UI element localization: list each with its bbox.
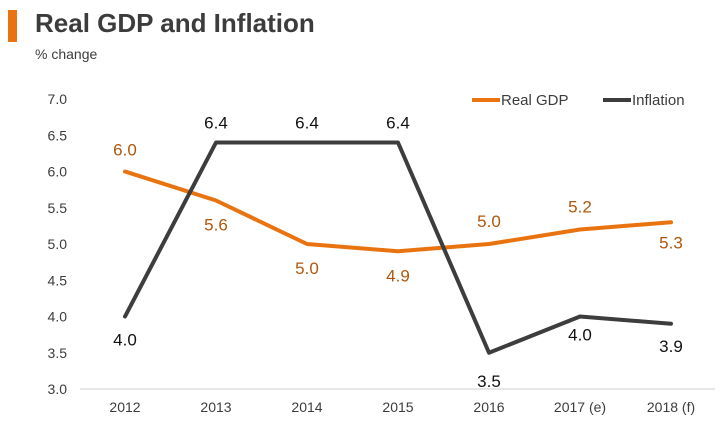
x-tick-label: 2015 [382, 399, 413, 415]
y-tick-label: 7.0 [48, 91, 68, 107]
series-line-inflation [123, 140, 673, 355]
data-label-inflation: 4.0 [568, 326, 592, 345]
data-label-real-gdp: 5.3 [659, 233, 683, 252]
x-tick-label: 2013 [200, 399, 231, 415]
y-tick-label: 3.0 [48, 381, 68, 397]
x-tick-label: 2016 [473, 399, 504, 415]
data-label-real-gdp: 5.2 [568, 198, 592, 217]
x-tick-label: 2014 [291, 399, 322, 415]
data-label-inflation: 3.9 [659, 337, 683, 356]
y-tick-label: 4.5 [48, 272, 68, 288]
data-label-real-gdp: 4.9 [386, 266, 410, 285]
y-tick-label: 5.5 [48, 200, 68, 216]
chart-legend: Real GDP Inflation [472, 92, 685, 109]
y-tick-label: 4.0 [48, 309, 68, 325]
x-tick-label: 2012 [109, 399, 140, 415]
y-tick-label: 6.5 [48, 127, 68, 143]
chart-title: Real GDP and Inflation [35, 8, 315, 38]
data-label-inflation: 6.4 [386, 114, 410, 133]
data-labels: 6.0 5.6 5.0 4.9 5.0 5.2 5.3 4.0 6.4 6.4 6.4 3.5 4.0 3… [113, 114, 683, 391]
data-label-real-gdp: 5.0 [477, 212, 501, 231]
data-label-inflation: 4.0 [113, 331, 137, 350]
legend-label-real-gdp: Real GDP [501, 92, 569, 109]
y-tick-label: 3.5 [48, 345, 68, 361]
data-label-real-gdp: 5.6 [204, 216, 228, 235]
legend-label-inflation: Inflation [632, 92, 685, 109]
chart-series [123, 140, 673, 355]
data-label-real-gdp: 6.0 [113, 141, 137, 160]
data-label-real-gdp: 5.0 [295, 259, 319, 278]
data-label-inflation: 6.4 [295, 114, 319, 133]
chart-subtitle: % change [35, 46, 98, 62]
x-tick-label: 2017 (e) [554, 399, 606, 415]
chart-axes: 3.0 3.5 4.0 4.5 5.0 5.5 6.0 6.5 7.0 2012 2013 2014 2… [48, 91, 715, 415]
title-accent-bar [8, 10, 17, 42]
y-tick-label: 6.0 [48, 164, 68, 180]
x-tick-label: 2018 (f) [647, 399, 695, 415]
y-tick-label: 5.0 [48, 236, 68, 252]
data-label-inflation: 3.5 [477, 372, 501, 391]
data-label-inflation: 6.4 [204, 114, 228, 133]
